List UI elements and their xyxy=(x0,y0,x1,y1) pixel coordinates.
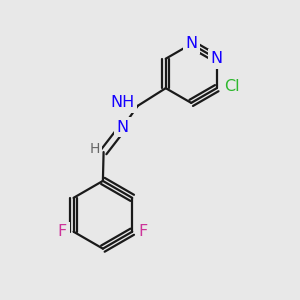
Text: N: N xyxy=(185,37,197,52)
Text: N: N xyxy=(211,51,223,66)
Text: N: N xyxy=(116,119,128,134)
Text: H: H xyxy=(90,142,100,156)
Text: Cl: Cl xyxy=(224,79,240,94)
Text: F: F xyxy=(58,224,67,239)
Text: F: F xyxy=(139,224,148,239)
Text: NH: NH xyxy=(111,95,135,110)
